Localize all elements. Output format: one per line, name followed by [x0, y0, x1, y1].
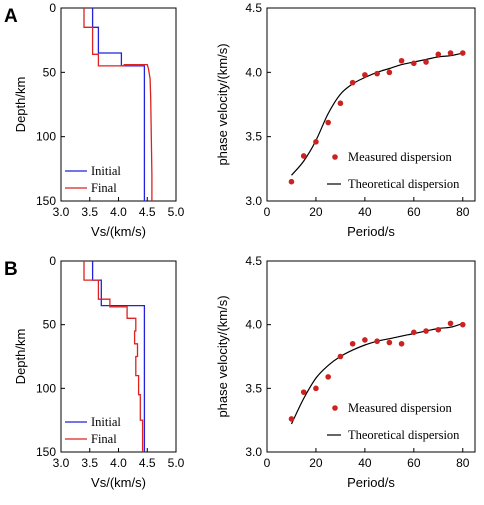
chart-4-ytick-label: 4.5: [245, 254, 262, 268]
chart-2-measured-point: [423, 59, 429, 65]
chart-4-xtick-label: 40: [358, 456, 372, 470]
chart-2-measured-point: [374, 70, 380, 77]
chart-4-frame: [266, 260, 476, 453]
chart-4-y-axis-label: phase velocity/(km/s): [215, 295, 230, 417]
chart-3-series-final-line: [83, 261, 144, 452]
chart-4-measured-point: [325, 374, 331, 380]
chart-2-measured-point: [362, 72, 368, 78]
chart-4-measured-point: [435, 326, 442, 333]
chart-4-measured-point: [300, 389, 307, 395]
chart-1-ytick-label: 0: [49, 1, 56, 15]
chart-1-legend-label-initial: Initial: [91, 164, 121, 178]
chart-2-frame: [266, 7, 476, 202]
chart-3-legend-label-final: Final: [91, 432, 117, 446]
chart-4-x-axis-label: Period/s: [347, 475, 395, 490]
chart-1-xtick-label: 3.0: [53, 205, 70, 219]
chart-4-legend-label-theoretical: Theoretical dispersion: [348, 428, 460, 442]
chart-3-ytick-label: 50: [43, 318, 57, 332]
chart-2-measured-point: [398, 57, 405, 64]
chart-4-measured-point: [411, 329, 417, 336]
chart-3-legend-label-initial: Initial: [91, 415, 121, 429]
chart-4-ytick-label: 3.0: [245, 445, 262, 459]
chart-1-xtick-label: 4.5: [139, 205, 156, 219]
chart-1-xtick-label: 3.5: [81, 205, 98, 219]
chart-2-x-axis-label: Period/s: [347, 224, 395, 239]
chart-3-y-axis-label: Depth/km: [13, 329, 28, 385]
chart-3-ytick-label: 150: [36, 445, 56, 459]
chart-4-xtick-label: 0: [264, 456, 271, 470]
chart-4-measured-point: [423, 328, 429, 334]
chart-2-ytick-label: 4.0: [245, 65, 262, 79]
panel-label-a: A: [4, 6, 18, 27]
chart-4-measured-point: [288, 416, 295, 422]
chart-4-measured-point: [313, 385, 319, 392]
chart-1-x-axis-label: Vs/(km/s): [91, 224, 146, 239]
chart-1-series-final-line: [83, 8, 153, 201]
chart-4-measured-point: [349, 340, 356, 347]
chart-3-xtick-label: 4.5: [139, 456, 156, 470]
chart-4-legend-swatch-measured: [332, 405, 338, 411]
chart-3-ytick-label: 0: [49, 254, 56, 268]
chart-2-legend-label-theoretical: Theoretical dispersion: [348, 177, 460, 191]
chart-2-measured-point: [349, 79, 356, 86]
chart-2-y-axis-label: phase velocity/(km/s): [215, 43, 230, 165]
chart-2-measured-point: [300, 153, 307, 159]
chart-2-legend-label-measured: Measured dispersion: [348, 150, 453, 164]
chart-2-xtick-label: 60: [407, 205, 421, 219]
chart-4-ytick-label: 4.0: [245, 318, 262, 332]
chart-4-ytick-label: 3.5: [245, 381, 262, 395]
chart-2-measured-point: [337, 100, 344, 107]
chart-1-series-initial-line: [91, 8, 146, 201]
chart-1-ytick-label: 50: [43, 65, 57, 79]
chart-2-measured-point: [288, 178, 295, 185]
chart-2-measured-point: [435, 51, 442, 58]
chart-4-measured-point: [362, 337, 368, 343]
chart-2-measured-point: [325, 119, 331, 126]
chart-2-xtick-label: 0: [264, 205, 271, 219]
chart-2-ytick-label: 3.0: [245, 194, 262, 208]
chart-1-legend-label-final: Final: [91, 181, 117, 195]
chart-4-measured-point: [386, 339, 393, 346]
chart-2-measured-point: [411, 60, 417, 67]
chart-2-measured-point: [459, 50, 466, 56]
chart-1-y-axis-label: Depth/km: [13, 77, 28, 133]
chart-3-xtick-label: 5.0: [168, 456, 185, 470]
chart-2-xtick-label: 80: [456, 205, 470, 219]
panel-label-b: B: [4, 259, 18, 280]
chart-3-xtick-label: 3.5: [81, 456, 98, 470]
chart-2-measured-point: [386, 69, 393, 76]
chart-4-legend-label-measured: Measured dispersion: [348, 401, 453, 415]
chart-4-measured-point: [374, 338, 380, 345]
chart-4-measured-point: [447, 320, 454, 327]
chart-2-legend-swatch-measured: [332, 154, 338, 160]
chart-2-measured-point: [313, 139, 319, 145]
chart-1-xtick-label: 5.0: [168, 205, 185, 219]
chart-2-ytick-label: 3.5: [245, 130, 262, 144]
chart-4-xtick-label: 80: [456, 456, 470, 470]
chart-4-measured-point: [459, 321, 466, 328]
chart-1-ytick-label: 100: [36, 130, 56, 144]
chart-3-series-initial-line: [91, 261, 146, 452]
chart-3-x-axis-label: Vs/(km/s): [91, 475, 146, 490]
chart-1-ytick-label: 150: [36, 194, 56, 208]
chart-2-ytick-label: 4.5: [245, 1, 262, 15]
chart-1-xtick-label: 4.0: [110, 205, 127, 219]
chart-4-xtick-label: 60: [407, 456, 421, 470]
chart-2-xtick-label: 40: [358, 205, 372, 219]
chart-2-xtick-label: 20: [309, 205, 323, 219]
chart-3-xtick-label: 3.0: [53, 456, 70, 470]
chart-2-measured-point: [447, 50, 454, 56]
chart-3-xtick-label: 4.0: [110, 456, 127, 470]
chart-3-ytick-label: 100: [36, 381, 56, 395]
chart-4-measured-point: [398, 340, 405, 347]
chart-4-xtick-label: 20: [309, 456, 323, 470]
chart-4-measured-point: [337, 353, 344, 360]
